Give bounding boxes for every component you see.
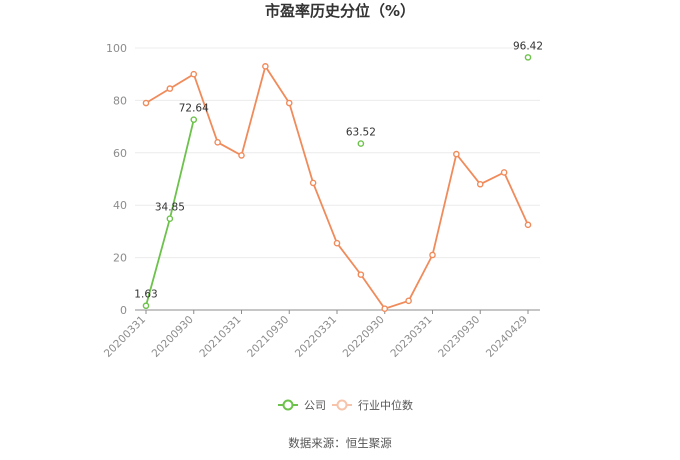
- data-point: [381, 305, 389, 312]
- y-tick-label: 40: [113, 199, 127, 212]
- data-point: [309, 179, 317, 187]
- data-point: [238, 152, 245, 159]
- data-point: [190, 70, 198, 78]
- data-point: [357, 271, 365, 278]
- x-tick-label: 20200930: [150, 314, 196, 360]
- data-point: [429, 251, 436, 259]
- series-company: [142, 54, 532, 310]
- data-point: [500, 169, 508, 176]
- y-tick-label: 0: [120, 304, 127, 317]
- data-label: 1.63: [134, 289, 157, 301]
- data-point: [285, 99, 293, 107]
- data-point: [357, 140, 365, 147]
- y-tick-label: 20: [113, 252, 127, 265]
- legend-item-industry-median[interactable]: 行业中位数: [332, 398, 413, 412]
- data-point: [405, 297, 412, 305]
- data-label: 72.64: [179, 103, 209, 115]
- legend-label: 行业中位数: [358, 398, 413, 412]
- y-tick-label: 100: [106, 42, 127, 55]
- x-tick-label: 20230930: [436, 314, 482, 360]
- data-point: [190, 116, 198, 123]
- x-tick-label: 20220930: [341, 314, 387, 360]
- data-label: 63.52: [346, 127, 376, 139]
- data-point: [142, 302, 150, 310]
- x-tick-label: 20220331: [293, 314, 339, 360]
- x-tick-label: 20240429: [484, 314, 530, 360]
- data-label: 96.42: [513, 40, 543, 52]
- legend[interactable]: 公司 行业中位数: [278, 398, 413, 412]
- data-point: [262, 63, 269, 70]
- legend-marker-icon: [282, 399, 294, 411]
- source-note: 数据来源：恒生聚源: [288, 436, 392, 450]
- data-point: [166, 215, 174, 222]
- data-point: [453, 150, 460, 158]
- data-label: 34.85: [155, 202, 185, 214]
- data-point: [214, 139, 221, 146]
- chart-title: 市盈率历史分位（%）: [265, 2, 415, 20]
- data-point: [333, 239, 341, 247]
- y-tick-label: 80: [113, 94, 127, 107]
- data-point: [524, 221, 532, 229]
- legend-label: 公司: [304, 399, 326, 412]
- data-point: [142, 99, 150, 107]
- data-point: [166, 85, 174, 92]
- y-tick-label: 60: [113, 147, 127, 160]
- legend-item-company[interactable]: 公司: [278, 399, 326, 412]
- series-industry-median: [142, 63, 532, 312]
- legend-marker-icon: [336, 399, 348, 411]
- series-layer: [142, 54, 532, 312]
- data-point: [524, 54, 532, 61]
- x-tick-label: 20200331: [102, 314, 148, 360]
- x-tick-label: 20210930: [245, 314, 291, 360]
- x-tick-label: 20210331: [197, 314, 243, 360]
- data-point: [476, 180, 484, 188]
- data-labels: 1.63 34.85 72.64 63.52 96.42: [134, 40, 543, 300]
- x-tick-label: 20230331: [388, 314, 434, 360]
